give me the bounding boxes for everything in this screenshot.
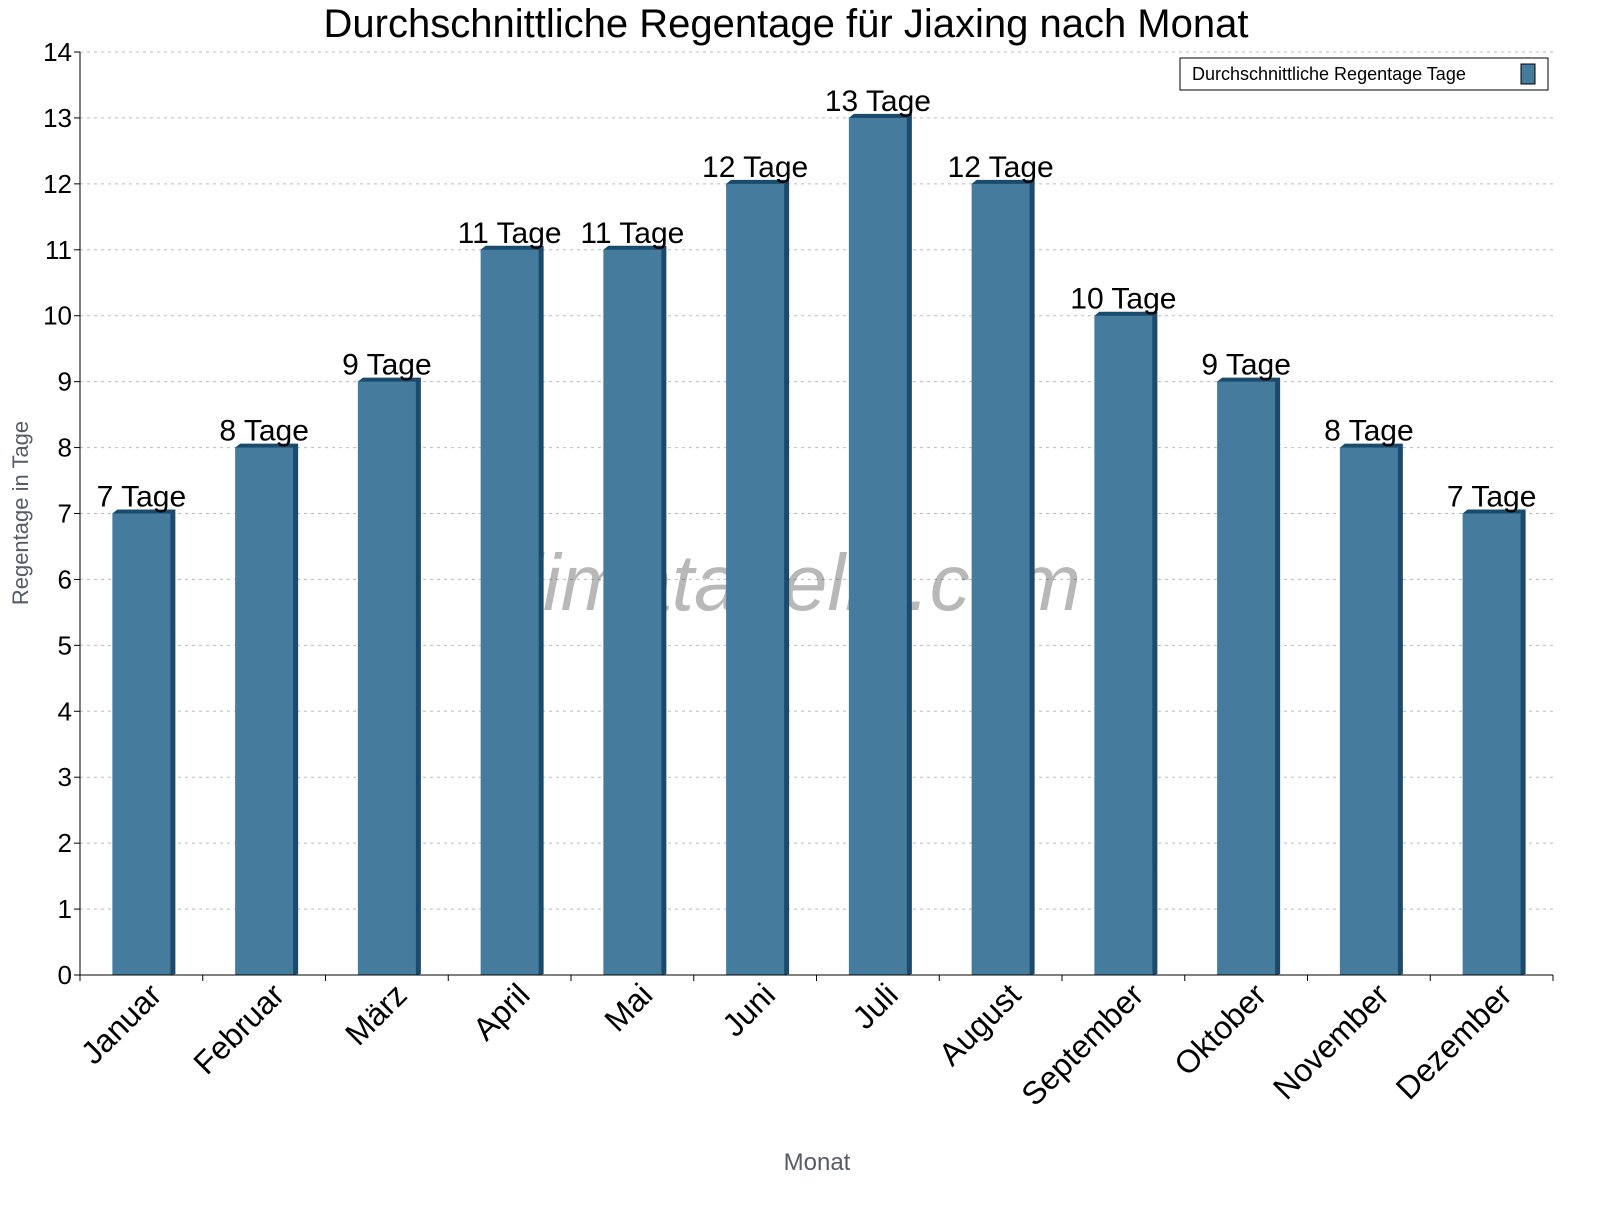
y-tick-label: 11	[45, 235, 72, 265]
data-label: 11 Tage	[580, 217, 684, 250]
bar	[1339, 447, 1398, 976]
x-tick-label: September	[1014, 976, 1150, 1112]
bar	[971, 183, 1030, 975]
bars: 7 Tage 8 Tage 9 Tage 11 Tage 11 Tage 12 Tage 1…	[97, 85, 1537, 976]
legend-box	[1179, 57, 1549, 91]
data-label: 9 Tage	[342, 349, 432, 382]
x-tick-label: Mai	[597, 976, 659, 1038]
grid	[80, 51, 1553, 910]
x-tick-label: März	[338, 976, 414, 1052]
x-tick-label: November	[1266, 976, 1396, 1106]
data-label: 7 Tage	[97, 481, 187, 514]
x-tick-label: August	[932, 976, 1028, 1072]
y-tick-label: 12	[43, 169, 72, 199]
x-tick-label: Dezember	[1389, 976, 1519, 1106]
y-axis-label: Regentage in Tage	[8, 421, 33, 605]
y-tick-label: 1	[58, 894, 72, 924]
bar	[357, 381, 416, 976]
bar	[848, 117, 907, 975]
y-tick-label: 2	[58, 828, 72, 858]
data-label: 12 Tage	[948, 151, 1054, 184]
x-tick-label: Februar	[186, 976, 291, 1081]
bar	[603, 249, 662, 976]
data-label: 8 Tage	[219, 415, 309, 448]
y-tick-label: 13	[43, 103, 72, 133]
x-tick-label: Juni	[715, 976, 782, 1043]
legend: Durchschnittliche Regentage Tage	[1179, 57, 1549, 91]
x-tick-label: Januar	[74, 976, 169, 1071]
bar	[112, 513, 171, 975]
bar	[235, 447, 294, 976]
chart-title: Durchschnittliche Regentage für Jiaxing …	[324, 2, 1249, 46]
bar	[480, 249, 539, 976]
y-tick-label: 8	[58, 433, 72, 463]
y-tick-label: 3	[58, 762, 72, 792]
data-label: 11 Tage	[458, 217, 562, 250]
data-label: 10 Tage	[1070, 283, 1176, 316]
data-label: 7 Tage	[1447, 481, 1537, 514]
data-label: 13 Tage	[825, 85, 931, 118]
y-tick-label: 14	[43, 37, 72, 67]
y-tick-label: 7	[58, 499, 72, 529]
data-label: 12 Tage	[702, 151, 808, 184]
legend-label: Durchschnittliche Regentage Tage	[1192, 64, 1466, 84]
x-tick-label: April	[466, 976, 537, 1047]
y-tick-label: 10	[43, 301, 72, 331]
y-tick-label: 4	[58, 696, 72, 726]
y-tick-label: 0	[58, 960, 72, 990]
bar	[726, 183, 785, 975]
bar	[1094, 315, 1153, 975]
data-label: 8 Tage	[1324, 415, 1414, 448]
y-tick-label: 5	[58, 630, 72, 660]
x-tick-label: Oktober	[1167, 976, 1273, 1082]
y-tick-label: 9	[58, 367, 72, 397]
bar	[1217, 381, 1276, 976]
bar	[1462, 513, 1521, 975]
legend-swatch	[1520, 63, 1536, 85]
data-label: 9 Tage	[1201, 349, 1291, 382]
x-tick-label: Juli	[845, 976, 904, 1035]
x-axis-label: Monat	[784, 1149, 851, 1176]
y-tick-label: 6	[58, 564, 72, 594]
